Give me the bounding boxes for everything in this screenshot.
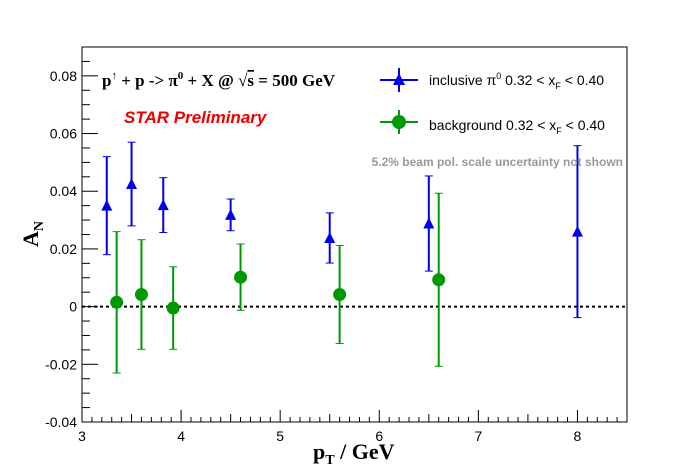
y-tick-label: -0.04: [45, 414, 77, 430]
y-tick-label: 0.08: [50, 68, 77, 84]
polarization-note: 5.2% beam pol. scale uncertainty not sho…: [372, 155, 623, 169]
x-tick-label: 8: [574, 428, 582, 444]
data-point: [110, 295, 124, 309]
data-point: [166, 301, 180, 315]
legend-marker-background: [380, 110, 418, 134]
data-point: [101, 199, 113, 211]
legend-label-background: background 0.32 < xF < 0.40: [429, 117, 605, 136]
data-point: [234, 270, 248, 284]
data-point: [324, 231, 336, 243]
x-tick-label: 6: [375, 428, 383, 444]
legend: inclusive π0 0.32 < xF < 0.40 background…: [380, 68, 605, 136]
data-marks: [101, 141, 583, 374]
data-point: [571, 225, 583, 237]
y-tick-label: 0.02: [50, 241, 77, 257]
data-point: [157, 199, 169, 211]
data-point: [432, 273, 446, 287]
data-point: [134, 288, 148, 301]
series-background: [110, 192, 446, 374]
preliminary-label: STAR Preliminary: [124, 108, 268, 127]
series-inclusive: [101, 141, 583, 319]
y-tick-label: 0: [69, 299, 77, 315]
legend-label-inclusive: inclusive π0 0.32 < xF < 0.40: [429, 71, 604, 91]
y-tick-label: -0.02: [45, 356, 77, 372]
x-tick-label: 5: [276, 428, 284, 444]
x-axis-title: pT / GeV: [313, 439, 395, 468]
data-point: [126, 178, 138, 190]
data-point: [333, 288, 347, 301]
y-tick-label: 0.06: [50, 126, 77, 142]
x-tick-label: 3: [78, 428, 86, 444]
y-tick-label: 0.04: [50, 183, 77, 199]
plot-frame: [81, 46, 628, 423]
y-axis-title: AN: [18, 221, 47, 247]
x-tick-label: 7: [474, 428, 482, 444]
axes: 3 4 5 6 7 8 -0.04 -0.02 0 0.02 0.04 0.06 0.08: [45, 46, 628, 444]
data-point: [423, 217, 435, 229]
legend-marker-inclusive: [380, 68, 418, 92]
reaction-label: p↑ + p -> π0 + X @ √s = 500 GeV: [102, 70, 336, 90]
x-tick-label: 4: [177, 428, 185, 444]
data-point: [225, 208, 237, 220]
